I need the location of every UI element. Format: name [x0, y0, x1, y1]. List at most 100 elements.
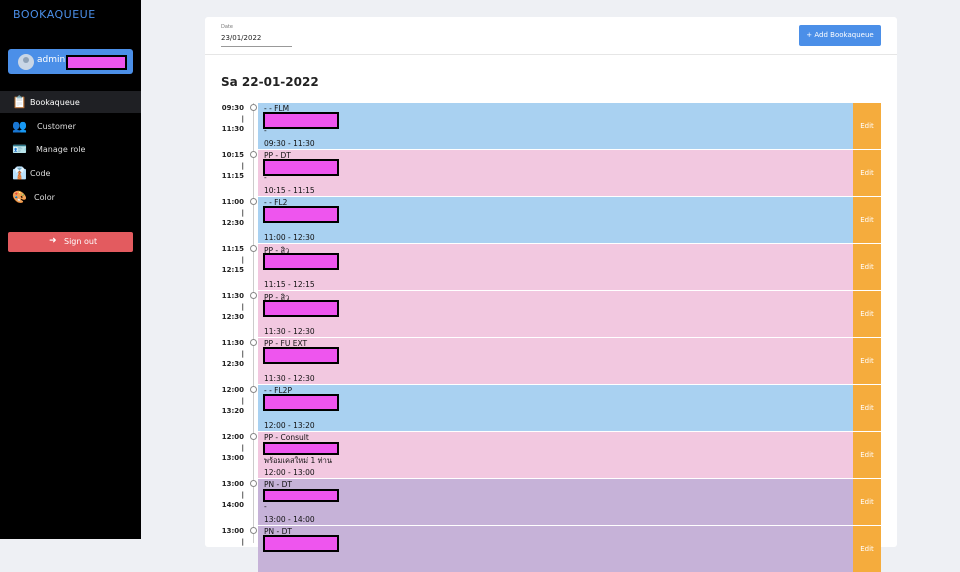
- timeline-line: [253, 103, 254, 543]
- redacted-box: [263, 489, 339, 502]
- time-range-stack: 12:00 | 13:00: [205, 432, 244, 464]
- day-heading-text: Sa 22-01-2022: [221, 75, 319, 89]
- nav-item-color[interactable]: 🎨 Color: [0, 186, 141, 208]
- timeline-dot: [250, 527, 257, 534]
- appointment-card[interactable]: PP - สิว 11:30 - 12:30: [258, 291, 853, 337]
- brand-logo[interactable]: BOOKAQUEUE: [13, 8, 96, 21]
- time-start: 11:15: [221, 245, 244, 253]
- date-input[interactable]: 23/01/2022: [221, 34, 292, 47]
- time-sep: |: [241, 208, 244, 217]
- timeline-dot: [250, 151, 257, 158]
- appointment-row: 12:00 | 13:20 - - FL2P 12:00 - 13:20 Edit: [205, 385, 897, 431]
- sign-out-button[interactable]: ➜ Sign out: [8, 232, 133, 252]
- time-sep: |: [241, 443, 244, 452]
- appointment-card[interactable]: PP - DT - 10:15 - 11:15: [258, 150, 853, 196]
- edit-button[interactable]: Edit: [853, 197, 881, 243]
- time-sep: |: [241, 396, 244, 405]
- redacted-box: [263, 112, 339, 129]
- appointment-time-range: 12:00 - 13:20: [264, 421, 315, 430]
- timeline-dot: [250, 339, 257, 346]
- user-name: admin: [37, 55, 66, 65]
- appointment-card[interactable]: PP - Consult พร้อมเคสใหม่ 1 ท่าน 12:00 - 1…: [258, 432, 853, 478]
- edit-button[interactable]: Edit: [853, 479, 881, 525]
- time-sep: |: [241, 255, 244, 264]
- appointment-time-range: 09:30 - 11:30: [264, 139, 315, 148]
- appointment-time-range: 11:15 - 12:15: [264, 280, 315, 289]
- add-bookaqueue-button[interactable]: + Add Bookaqueue: [799, 25, 881, 46]
- edit-button[interactable]: Edit: [853, 150, 881, 196]
- redacted-box: [263, 535, 339, 552]
- time-sep: |: [241, 349, 244, 358]
- time-start: 11:00: [221, 198, 244, 206]
- nav-item-label: Code: [30, 169, 51, 178]
- nav-item-customer[interactable]: 👥 Customer: [0, 115, 141, 137]
- appointment-row: 11:15 | 12:15 PP - สิว 11:15 - 12:15 Edit: [205, 244, 897, 290]
- edit-button[interactable]: Edit: [853, 291, 881, 337]
- edit-button[interactable]: Edit: [853, 385, 881, 431]
- appointment-time-range: 11:30 - 12:30: [264, 327, 315, 336]
- redacted-box: [263, 253, 339, 270]
- appointment-row: 12:00 | 13:00 PP - Consult พร้อมเคสใหม่ 1 ท่…: [205, 432, 897, 478]
- time-range-stack: 10:15 | 11:15: [205, 150, 244, 182]
- appointment-time-range: 13:00 - 14:00: [264, 515, 315, 524]
- appointment-card[interactable]: PP - สิว 11:15 - 12:15: [258, 244, 853, 290]
- day-heading: Sa 22-01-2022: [213, 74, 881, 94]
- appointment-title: PP - สิว: [264, 293, 290, 302]
- time-end: 11:15: [221, 172, 244, 180]
- edit-button[interactable]: Edit: [853, 526, 881, 572]
- nav-item-label: Bookaqueue: [30, 98, 80, 107]
- time-start: 11:30: [221, 292, 244, 300]
- nav-item-label: Manage role: [36, 145, 86, 154]
- nav-item-bookaqueue[interactable]: 📋 Bookaqueue: [0, 91, 141, 113]
- sign-out-label: Sign out: [64, 237, 98, 246]
- nav-item-label: Color: [34, 193, 55, 202]
- timeline-dot: [250, 104, 257, 111]
- nav-item-manage-role[interactable]: 🪪 Manage role: [0, 138, 141, 160]
- redacted-box: [263, 206, 339, 223]
- time-range-stack: 12:00 | 13:20: [205, 385, 244, 417]
- avatar-icon: [18, 54, 34, 70]
- appointment-title: PP - FU EXT: [264, 339, 308, 348]
- appointment-title: - - FL2P: [264, 386, 292, 395]
- appointment-card[interactable]: PN - DT: [258, 526, 853, 572]
- palette-icon: 🎨: [12, 190, 27, 204]
- edit-button[interactable]: Edit: [853, 432, 881, 478]
- appointment-card[interactable]: - - FLM - 09:30 - 11:30: [258, 103, 853, 149]
- appointment-card[interactable]: - - FL2P 12:00 - 13:20: [258, 385, 853, 431]
- date-label: Date: [221, 24, 233, 30]
- time-range-stack: 11:15 | 12:15: [205, 244, 244, 276]
- timeline-dot: [250, 386, 257, 393]
- edit-button[interactable]: Edit: [853, 103, 881, 149]
- redacted-box: [263, 300, 339, 317]
- time-sep: |: [241, 161, 244, 170]
- time-end: 12:30: [221, 360, 244, 368]
- appointment-row: 13:00 | PN - DT Edit: [205, 526, 897, 572]
- appointment-card[interactable]: PP - FU EXT 11:30 - 12:30: [258, 338, 853, 384]
- appointment-card[interactable]: PN - DT - 13:00 - 14:00: [258, 479, 853, 525]
- time-start: 13:00: [221, 480, 244, 488]
- appointment-title: PP - สิว: [264, 246, 290, 255]
- sidebar: BOOKAQUEUE admin 📋 Bookaqueue 👥 Customer…: [0, 0, 141, 539]
- time-range-stack: 11:00 | 12:30: [205, 197, 244, 229]
- time-start: 12:00: [221, 386, 244, 394]
- redacted-box: [66, 55, 127, 70]
- redacted-box: [263, 347, 339, 364]
- appointment-time-range: 10:15 - 11:15: [264, 186, 315, 195]
- appointment-note: -: [264, 173, 267, 182]
- time-sep: |: [241, 537, 244, 546]
- time-end: 13:00: [221, 454, 244, 462]
- edit-button[interactable]: Edit: [853, 244, 881, 290]
- edit-button[interactable]: Edit: [853, 338, 881, 384]
- clipboard-icon: 📋: [12, 95, 27, 109]
- time-end: 11:30: [221, 125, 244, 133]
- redacted-box: [263, 159, 339, 176]
- timeline-dot: [250, 292, 257, 299]
- appointment-card[interactable]: - - FL2 11:00 - 12:30: [258, 197, 853, 243]
- user-tie-icon: 👔: [12, 166, 27, 180]
- user-menu[interactable]: admin: [8, 49, 133, 74]
- nav-item-label: Customer: [37, 122, 76, 131]
- nav-item-code[interactable]: 👔 Code: [0, 162, 141, 184]
- time-sep: |: [241, 302, 244, 311]
- time-start: 10:15: [221, 151, 244, 159]
- time-range-stack: 09:30 | 11:30: [205, 103, 244, 135]
